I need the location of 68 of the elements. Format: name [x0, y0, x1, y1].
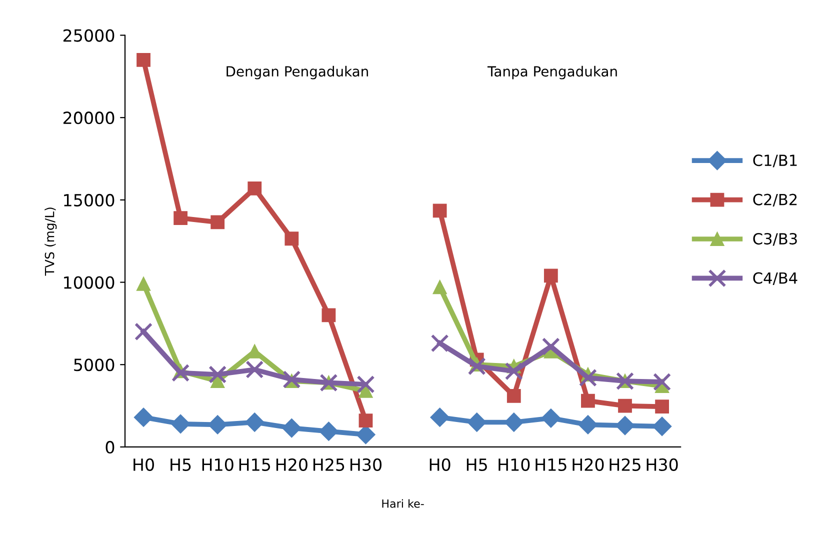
- point: [432, 204, 447, 218]
- annotation: Tanpa Pengadukan: [487, 66, 617, 80]
- x-tick-label: H25: [610, 458, 640, 471]
- point: [581, 394, 595, 408]
- point: [615, 416, 635, 436]
- x-tick-label: H20: [572, 458, 604, 471]
- point: [245, 412, 264, 432]
- y-tick-label: 10000: [64, 276, 114, 289]
- point: [174, 211, 188, 225]
- y-tick-label: 5000: [74, 358, 114, 372]
- annotation: Dengan Pengadukan: [226, 66, 368, 80]
- point: [136, 276, 150, 291]
- point: [282, 418, 302, 438]
- x-tick-label: H5: [466, 458, 487, 471]
- point: [172, 364, 190, 382]
- point: [208, 415, 228, 434]
- point: [432, 280, 447, 294]
- x-tick-label: H10: [202, 458, 234, 471]
- point: [578, 415, 598, 434]
- point: [430, 334, 449, 352]
- point: [171, 414, 190, 434]
- x-tick-label: H15: [536, 458, 566, 471]
- point: [246, 360, 264, 379]
- point: [504, 362, 523, 380]
- x-tick-label: H30: [350, 458, 382, 471]
- legend-label: C1/B1: [753, 154, 797, 168]
- point: [134, 322, 153, 341]
- point: [322, 308, 336, 322]
- point: [506, 388, 521, 403]
- point: [578, 368, 597, 387]
- point: [134, 408, 154, 427]
- point: [284, 232, 299, 246]
- point: [467, 412, 486, 432]
- x-tick-label: H0: [430, 458, 450, 471]
- point: [618, 398, 632, 413]
- point: [544, 268, 558, 283]
- point: [136, 53, 150, 67]
- point: [208, 365, 227, 384]
- point: [248, 181, 262, 196]
- x-tick-label: H20: [276, 458, 308, 471]
- x-tick-label: H5: [170, 458, 191, 471]
- legend-label: C2/B2: [753, 194, 797, 207]
- x-tick-label: H10: [498, 458, 530, 471]
- legend-label: C3/B3: [753, 233, 797, 246]
- y-tick-label: 20000: [63, 112, 114, 124]
- point: [430, 408, 450, 427]
- x-tick-label: H25: [313, 458, 344, 471]
- x-tick-label: H0: [134, 458, 154, 471]
- x-axis-title: Hari ke-: [382, 499, 424, 508]
- y-axis-title: TVS (mg/L): [44, 208, 57, 276]
- point: [319, 422, 338, 441]
- point: [356, 375, 375, 394]
- point: [282, 370, 301, 388]
- point: [541, 408, 560, 428]
- legend-label: C4/B4: [753, 272, 798, 285]
- point: [468, 357, 486, 376]
- point: [504, 412, 524, 432]
- y-tick-label: 15000: [64, 194, 114, 206]
- point: [358, 414, 373, 428]
- y-tick-label: 0: [106, 440, 114, 454]
- y-tick-label: 25000: [63, 29, 114, 42]
- point: [542, 337, 560, 356]
- point: [653, 372, 672, 391]
- point: [652, 416, 672, 436]
- x-tick-label: H15: [239, 458, 270, 471]
- point: [655, 400, 669, 414]
- x-tick-label: H30: [646, 458, 678, 471]
- point: [210, 215, 225, 230]
